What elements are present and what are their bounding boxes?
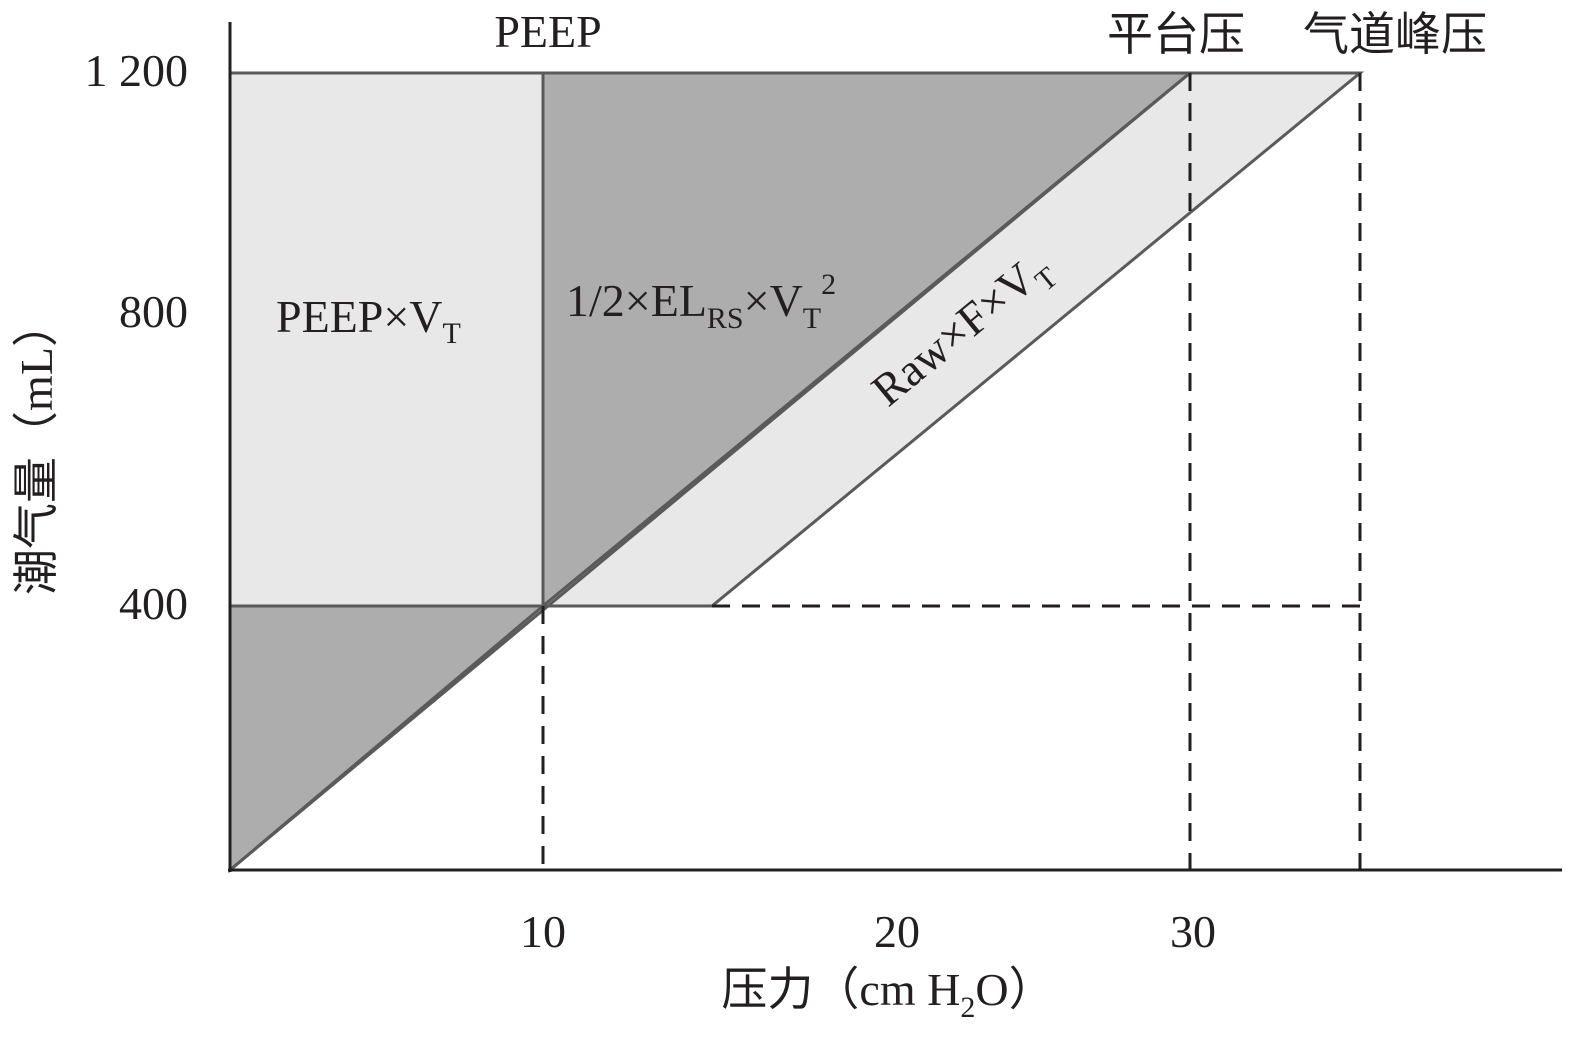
y-axis-title: 潮气量（mL） (11, 301, 62, 595)
compliance-line (229, 71, 1191, 872)
x-axis-title-suffix: O） (975, 964, 1054, 1015)
elastic-work-label: 1/2×ELRS×VT2 (566, 268, 836, 335)
x-tick-label: 20 (874, 906, 920, 957)
peep-work-label-main: PEEP×V (276, 291, 443, 342)
plateau-pressure-label: 平台压 (1107, 9, 1245, 60)
peep-top-label: PEEP (494, 6, 601, 57)
x-tick-label: 10 (520, 906, 566, 957)
x-axis-title-subscript: 2 (960, 991, 975, 1024)
y-tick-label: 1 200 (85, 45, 189, 96)
peep-work-label: PEEP×VT (276, 291, 461, 350)
x-axis-title: 压力（cm H2O） (721, 964, 1054, 1024)
y-tick-label: 400 (119, 578, 188, 629)
elastic-work-label-subscript-rs: RS (707, 302, 744, 335)
elastic-work-label-pre: 1/2×EL (566, 275, 707, 326)
elastic-work-label-mid: ×V (744, 275, 803, 326)
x-tick-label: 30 (1170, 906, 1216, 957)
y-tick-label: 800 (119, 286, 188, 337)
peak-airway-pressure-label: 气道峰压 (1303, 9, 1487, 60)
elastic-work-label-subscript-t: T (803, 302, 821, 335)
peep-work-label-subscript: T (443, 317, 461, 350)
x-axis-title-prefix: 压力（cm H (721, 964, 960, 1015)
elastic-work-label-superscript: 2 (821, 268, 836, 301)
